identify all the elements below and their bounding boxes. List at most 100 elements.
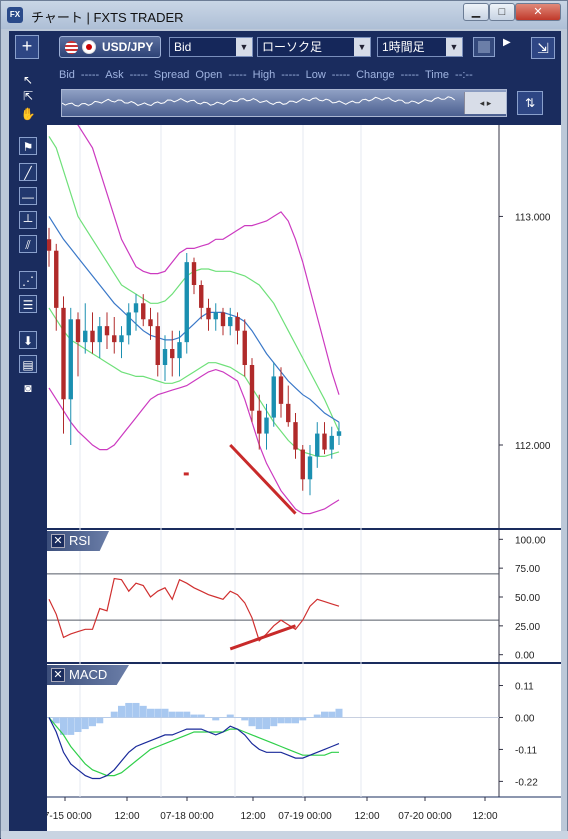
quote-label-ask: Ask: [105, 69, 124, 81]
bollinger-lower-2: [48, 368, 340, 515]
macd-signal-line: [48, 717, 339, 777]
candle-body: [228, 317, 233, 327]
candle-body: [307, 456, 313, 480]
macd-panel-label: ✕ MACD: [47, 665, 129, 685]
rsi-tick-label: 50.00: [515, 593, 540, 604]
jp-flag-icon: [82, 40, 96, 54]
macd-histogram-bar: [60, 717, 67, 735]
quote-value-ask: -----: [129, 69, 148, 81]
download-icon[interactable]: ⬇: [19, 331, 37, 349]
camera-icon[interactable]: ◙: [24, 381, 32, 395]
rsi-panel-label: ✕ RSI: [47, 531, 109, 551]
timeframe-select[interactable]: 1時間足 ▼: [377, 37, 463, 57]
add-chart-button[interactable]: +: [15, 35, 39, 59]
price-tick-label: 112.000: [515, 441, 551, 452]
macd-histogram-bar: [284, 717, 292, 724]
fibonacci-retracement-icon[interactable]: ☰: [19, 295, 37, 313]
macd-histogram-bar: [139, 705, 147, 718]
chevron-down-icon: ▼: [354, 38, 370, 56]
macd-histogram-bar: [110, 711, 118, 718]
trendline-icon[interactable]: ╱: [19, 163, 37, 181]
macd-histogram-bar: [168, 711, 176, 718]
maximize-button[interactable]: □: [489, 3, 515, 21]
bollinger-upper-2: [77, 125, 340, 395]
candle-body: [141, 303, 146, 320]
macd-tick-label: 0.11: [515, 682, 534, 693]
quote-label-change: Change: [356, 69, 395, 81]
close-icon[interactable]: ✕: [51, 668, 65, 682]
candle-body: [315, 433, 320, 457]
pointer-icon[interactable]: ↖: [22, 73, 34, 87]
horizontal-line-icon[interactable]: —: [19, 187, 37, 205]
symbol-button[interactable]: USD/JPY: [59, 36, 161, 58]
list-icon[interactable]: ▤: [19, 355, 37, 373]
vertical-line-icon[interactable]: ┴: [19, 211, 37, 229]
candle-body: [148, 319, 153, 327]
candle-body: [249, 365, 255, 411]
macd-histogram-bar: [74, 717, 82, 732]
candle-body: [54, 250, 59, 308]
macd-histogram-bar: [219, 717, 227, 718]
macd-histogram-bar: [335, 708, 343, 718]
candle-body: [322, 433, 327, 450]
play-icon[interactable]: ▶: [503, 37, 511, 48]
candle-body: [278, 376, 284, 404]
candle-body: [61, 307, 66, 400]
marker-icon[interactable]: ⚑: [19, 137, 37, 155]
quote-label-low: Low: [305, 69, 326, 81]
time-tick-label: 07-19 00:00: [278, 811, 332, 822]
app-icon: FX: [7, 7, 23, 23]
chart-svg: 113.000 112.000 07-15 00:00 12:00 07-18 00:0…: [47, 125, 561, 831]
hand-icon[interactable]: ✋: [20, 107, 36, 121]
crosshair-pointer-icon[interactable]: ⇱: [22, 89, 34, 103]
channel-icon[interactable]: ⫽: [19, 235, 37, 253]
rsi-tick-label: 75.00: [515, 564, 540, 575]
time-tick-label: 07-18 00:00: [160, 811, 214, 822]
candle-body: [235, 317, 240, 331]
candle-body: [177, 342, 182, 359]
macd-histogram-bar: [321, 711, 328, 718]
candle-body: [257, 410, 262, 434]
macd-tick-label: 0.00: [515, 713, 535, 724]
sync-button[interactable]: ⇅: [517, 91, 543, 115]
candle-body: [47, 239, 52, 251]
chart-type-select[interactable]: ローソク足 ▼: [257, 37, 371, 57]
sparkline-scroll-control[interactable]: ◂ ▸: [464, 92, 506, 114]
macd-histogram-bar: [183, 711, 191, 718]
macd-histogram-bar: [313, 714, 321, 718]
fibonacci-fan-icon[interactable]: ⋰: [19, 271, 37, 289]
macd-histogram-bar: [125, 702, 133, 718]
rsi-label-text: RSI: [69, 533, 91, 548]
chart-area[interactable]: 113.000 112.000 07-15 00:00 12:00 07-18 00:0…: [47, 125, 561, 831]
time-tick-label: 07-15 00:00: [47, 811, 92, 822]
macd-tick-label: -0.22: [515, 777, 538, 788]
quote-label-open: Open: [195, 69, 223, 81]
minimize-button[interactable]: ▁: [463, 3, 489, 21]
quote-value-time: --:--: [455, 69, 473, 81]
title-bar[interactable]: FX チャート | FXTS TRADER ▁ □ ✕: [1, 1, 567, 29]
close-icon[interactable]: ✕: [51, 534, 65, 548]
macd-line: [48, 717, 340, 780]
candle-body: [83, 330, 88, 343]
macd-histogram-bar: [212, 717, 220, 721]
time-tick-label: 12:00: [114, 811, 139, 822]
chevron-down-icon: ▼: [236, 38, 252, 56]
quote-value-low: -----: [331, 69, 351, 81]
popout-button[interactable]: ⇲: [531, 37, 555, 59]
quote-label-bid: Bid: [59, 69, 75, 81]
square-toggle-button[interactable]: [473, 37, 495, 57]
macd-histogram-bar: [277, 717, 285, 724]
macd-histogram-bar: [161, 708, 169, 718]
rsi-tick-label: 0.00: [515, 651, 535, 662]
price-type-select[interactable]: Bid ▼: [169, 37, 253, 57]
us-flag-icon: [65, 41, 78, 54]
drawing-tools-sidebar: ↖ ⇱ ✋ ⚑ ╱ — ┴ ⫽ ⋰ ☰ ⬇ ▤ ◙: [9, 63, 47, 831]
overview-sparkline[interactable]: ◂ ▸: [61, 89, 507, 117]
candle-body: [75, 319, 81, 343]
candle-body: [104, 326, 110, 336]
time-tick-label: 12:00: [240, 811, 265, 822]
macd-histogram-bar: [292, 717, 299, 724]
close-button[interactable]: ✕: [515, 3, 561, 21]
candle-body: [206, 307, 211, 320]
